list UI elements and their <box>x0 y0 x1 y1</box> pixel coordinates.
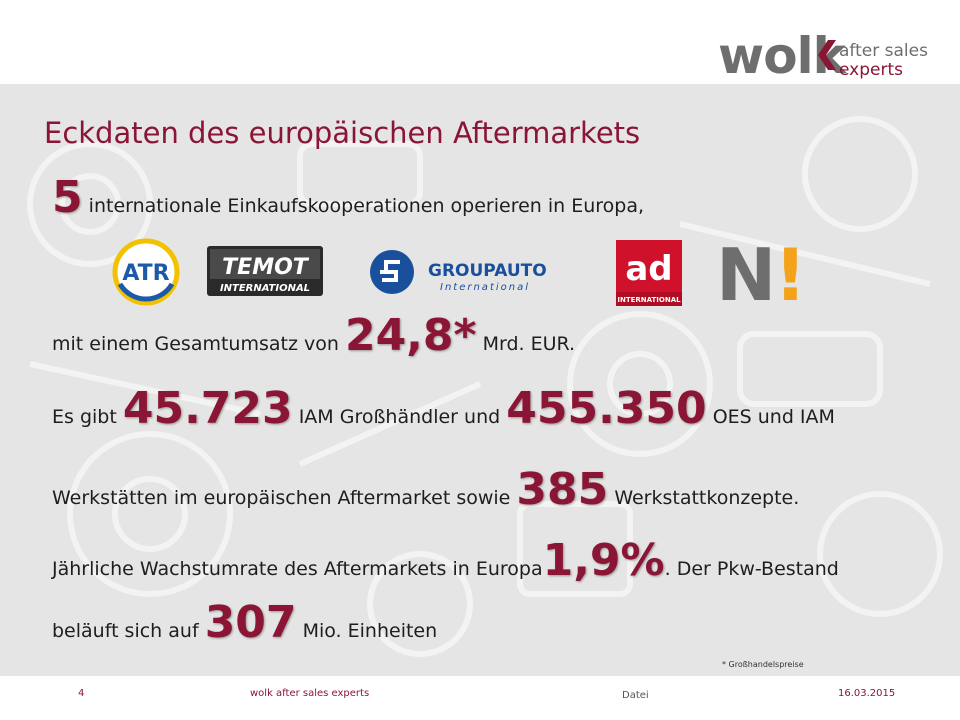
nexus-logo-mark: ! <box>774 238 806 304</box>
logo-tagline-1: after sales <box>839 41 928 61</box>
slide-title: Eckdaten des europäischen Aftermarkets <box>44 116 641 150</box>
temot-logo-text: TEMOT <box>222 255 310 280</box>
line-text-pre: Es gibt <box>52 406 117 428</box>
big-number-workshops: 455.350 <box>506 383 707 434</box>
big-number-fleet: 307 <box>204 597 297 648</box>
big-number-growth: 1,9% <box>542 535 665 586</box>
text-line-wholesalers: Es gibt 45.723 IAM Großhändler und 455.3… <box>52 383 835 434</box>
partner-logos: ATR TEMOT INTERNATIONAL GROUPAUTO Intern… <box>0 236 960 308</box>
footer: 4 wolk after sales experts Datei 16.03.2… <box>0 684 960 720</box>
footnote: * Großhandelspreise <box>722 660 804 669</box>
page-number: 4 <box>78 688 85 699</box>
footer-file: Datei <box>622 690 649 701</box>
groupauto-logo-sub: International <box>440 282 530 293</box>
line-text-post: Mrd. EUR. <box>482 333 576 355</box>
ad-international-logo: ad INTERNATIONAL <box>616 240 682 306</box>
big-number-concepts: 385 <box>516 464 609 515</box>
big-number-wholesalers: 45.723 <box>122 383 293 434</box>
groupauto-logo: GROUPAUTO International <box>370 250 547 294</box>
line-text-pre: Werkstätten im europäischen Aftermarket … <box>52 487 511 509</box>
line-text-post: Mio. Einheiten <box>302 620 438 642</box>
line-text-mid: IAM Großhändler und <box>298 406 501 428</box>
footer-company: wolk after sales experts <box>250 688 370 699</box>
text-line-fleet: beläuft sich auf 307 Mio. Einheiten <box>52 597 437 648</box>
chevron-left-icon <box>818 40 836 70</box>
text-line-revenue: mit einem Gesamtumsatz von 24,8* Mrd. EU… <box>52 310 575 361</box>
line-text: internationale Einkaufskooperationen ope… <box>88 195 645 217</box>
temot-logo: TEMOT INTERNATIONAL <box>207 246 323 296</box>
car-parts-watermark <box>27 116 943 657</box>
nexus-logo-letter: N <box>716 238 776 304</box>
text-line-growth: Jährliche Wachstumrate des Aftermarkets … <box>52 535 839 586</box>
text-line-cooperations: 5 internationale Einkaufskooperationen o… <box>52 172 644 223</box>
atr-logo-text: ATR <box>122 261 169 286</box>
line-text-pre: Jährliche Wachstumrate des Aftermarkets … <box>52 558 543 580</box>
groupauto-logo-text: GROUPAUTO <box>428 261 547 281</box>
ad-logo-text: ad <box>625 249 672 289</box>
nexus-logo: N ! <box>716 238 806 304</box>
line-text-pre: mit einem Gesamtumsatz von <box>52 333 339 355</box>
footer-date: 16.03.2015 <box>838 688 896 699</box>
line-text-post: Werkstattkonzepte. <box>614 487 800 509</box>
temot-logo-sub: INTERNATIONAL <box>220 283 310 294</box>
text-line-concepts: Werkstätten im europäischen Aftermarket … <box>52 464 799 515</box>
background-band <box>0 84 960 676</box>
logo-tagline-2: experts <box>839 60 903 80</box>
big-number-cooperations: 5 <box>52 172 83 223</box>
line-text-pre: beläuft sich auf <box>52 620 199 642</box>
line-text-post: . Der Pkw-Bestand <box>664 558 839 580</box>
ad-logo-sub: INTERNATIONAL <box>617 296 681 304</box>
line-text-post: OES und IAM <box>712 406 835 428</box>
big-number-revenue: 24,8* <box>344 310 477 361</box>
atr-logo: ATR <box>112 238 180 306</box>
